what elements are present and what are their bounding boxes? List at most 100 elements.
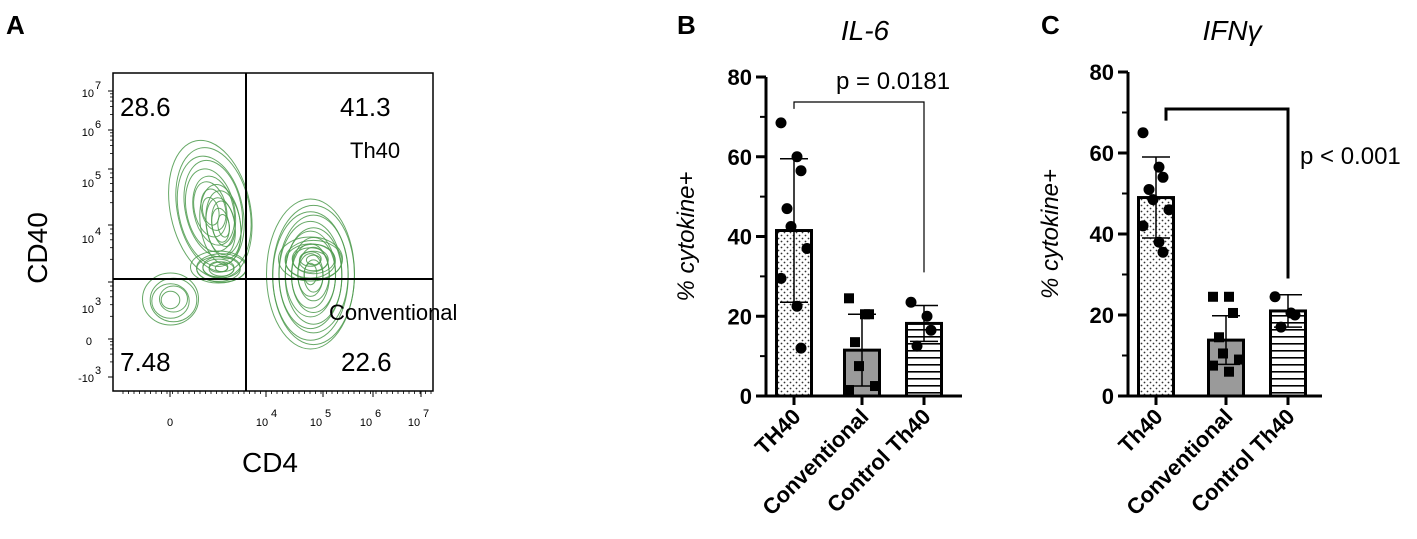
a-y-tick-label-0: 107: [82, 80, 101, 100]
a-x-tick-label-0: 0: [167, 417, 173, 429]
a-y-tick-label-2: 105: [82, 170, 101, 190]
svg-text:7: 7: [95, 80, 101, 92]
svg-text:4: 4: [271, 408, 277, 420]
panel-letter: B: [677, 10, 696, 40]
data-point: [1218, 348, 1228, 359]
data-point: [844, 385, 854, 396]
contour-line-14: [217, 213, 230, 238]
data-point: [1147, 194, 1159, 206]
panel-a-ylabel: CD40: [22, 212, 53, 284]
x-category-label-0: Th40: [1114, 404, 1168, 458]
contour-line-23: [142, 272, 199, 326]
flow-plot-frame: [112, 72, 434, 392]
contour-line-38: [297, 253, 324, 297]
a-y-tick-label-5: 0: [86, 336, 92, 348]
panel-a-ticks: [108, 90, 432, 397]
panel-a: A CD40 CD4 28.6 41.3 7.48 22.6 Th40 Conv…: [6, 10, 457, 478]
contour-line-2: [176, 155, 245, 267]
data-point: [1143, 183, 1155, 195]
y-tick-label-40: 40: [1090, 222, 1114, 247]
svg-text:10: 10: [82, 234, 94, 246]
data-point: [1214, 332, 1224, 343]
data-point: [1224, 366, 1234, 377]
svg-text:7: 7: [423, 408, 429, 420]
data-point: [911, 340, 923, 352]
data-point: [1163, 204, 1175, 216]
y-tick-label-80: 80: [1090, 60, 1114, 85]
contour-line-6: [193, 181, 228, 238]
svg-text:-10: -10: [78, 373, 94, 385]
svg-text:10: 10: [82, 178, 94, 190]
quadrant-lr-value: 22.6: [341, 347, 392, 377]
contour-line-48: [305, 254, 322, 266]
data-point: [870, 381, 880, 392]
quadrant-ul-value: 28.6: [120, 92, 171, 122]
a-y-tick-label-3: 104: [82, 226, 101, 246]
data-point: [905, 296, 917, 308]
svg-text:3: 3: [95, 365, 101, 377]
data-point: [850, 337, 860, 348]
svg-text:5: 5: [95, 170, 101, 182]
a-y-tick-label-1: 106: [82, 119, 101, 139]
contour-line-26: [159, 285, 188, 313]
data-point: [1269, 291, 1281, 303]
contour-line-44: [291, 243, 336, 275]
contour-line-46: [298, 250, 329, 272]
svg-text:6: 6: [95, 119, 101, 131]
data-point: [775, 272, 787, 284]
a-x-tick-label-2: 105: [310, 408, 331, 429]
y-tick-label-0: 0: [1102, 384, 1114, 409]
panel-a-xlabel: CD4: [242, 447, 298, 478]
data-point: [801, 242, 813, 254]
data-point: [864, 309, 874, 320]
quadrant-ur-value: 41.3: [340, 92, 391, 122]
data-point: [1275, 321, 1287, 333]
y-tick-label-80: 80: [728, 65, 752, 90]
contour-line-24: [149, 277, 198, 323]
data-point: [1208, 360, 1218, 371]
svg-text:4: 4: [95, 226, 101, 238]
data-point: [1153, 161, 1165, 173]
data-point: [1224, 291, 1234, 302]
data-point: [791, 300, 803, 312]
svg-text:5: 5: [325, 408, 331, 420]
data-point: [1137, 220, 1149, 232]
chart-title: IFNγ: [1202, 15, 1263, 46]
svg-text:10: 10: [256, 417, 268, 429]
data-point: [1228, 307, 1238, 318]
a-x-tick-label-1: 104: [256, 408, 277, 429]
data-point: [925, 324, 937, 336]
svg-text:10: 10: [82, 127, 94, 139]
gate-label-conventional: Conventional: [329, 300, 457, 325]
svg-text:3: 3: [95, 296, 101, 308]
contour-line-1: [175, 147, 252, 273]
data-point: [785, 221, 797, 233]
y-tick-label-20: 20: [1090, 303, 1114, 328]
svg-text:0: 0: [167, 417, 173, 429]
data-point: [844, 293, 854, 304]
significance-bracket: [793, 101, 925, 273]
quadrant-ll-value: 7.48: [120, 347, 171, 377]
a-x-tick-label-3: 106: [360, 408, 381, 429]
svg-text:10: 10: [82, 304, 94, 316]
data-point: [1157, 171, 1169, 183]
data-point: [1234, 354, 1244, 365]
data-point: [854, 361, 864, 372]
a-y-tick-label-4: 103: [82, 296, 101, 316]
svg-text:6: 6: [375, 408, 381, 420]
contour-plot: [142, 139, 355, 350]
data-point: [1289, 309, 1301, 321]
data-point: [795, 342, 807, 354]
gate-label-th40: Th40: [350, 138, 400, 163]
data-point: [775, 117, 787, 129]
y-tick-label-60: 60: [728, 145, 752, 170]
a-y-tick-label-6: -103: [78, 365, 101, 385]
svg-text:10: 10: [310, 417, 322, 429]
contour-line-22: [214, 263, 229, 273]
data-point: [921, 310, 933, 322]
x-category-label-0: TH40: [750, 404, 806, 460]
contour-line-47: [299, 251, 322, 267]
y-axis-label: % cytokine+: [1037, 169, 1064, 299]
